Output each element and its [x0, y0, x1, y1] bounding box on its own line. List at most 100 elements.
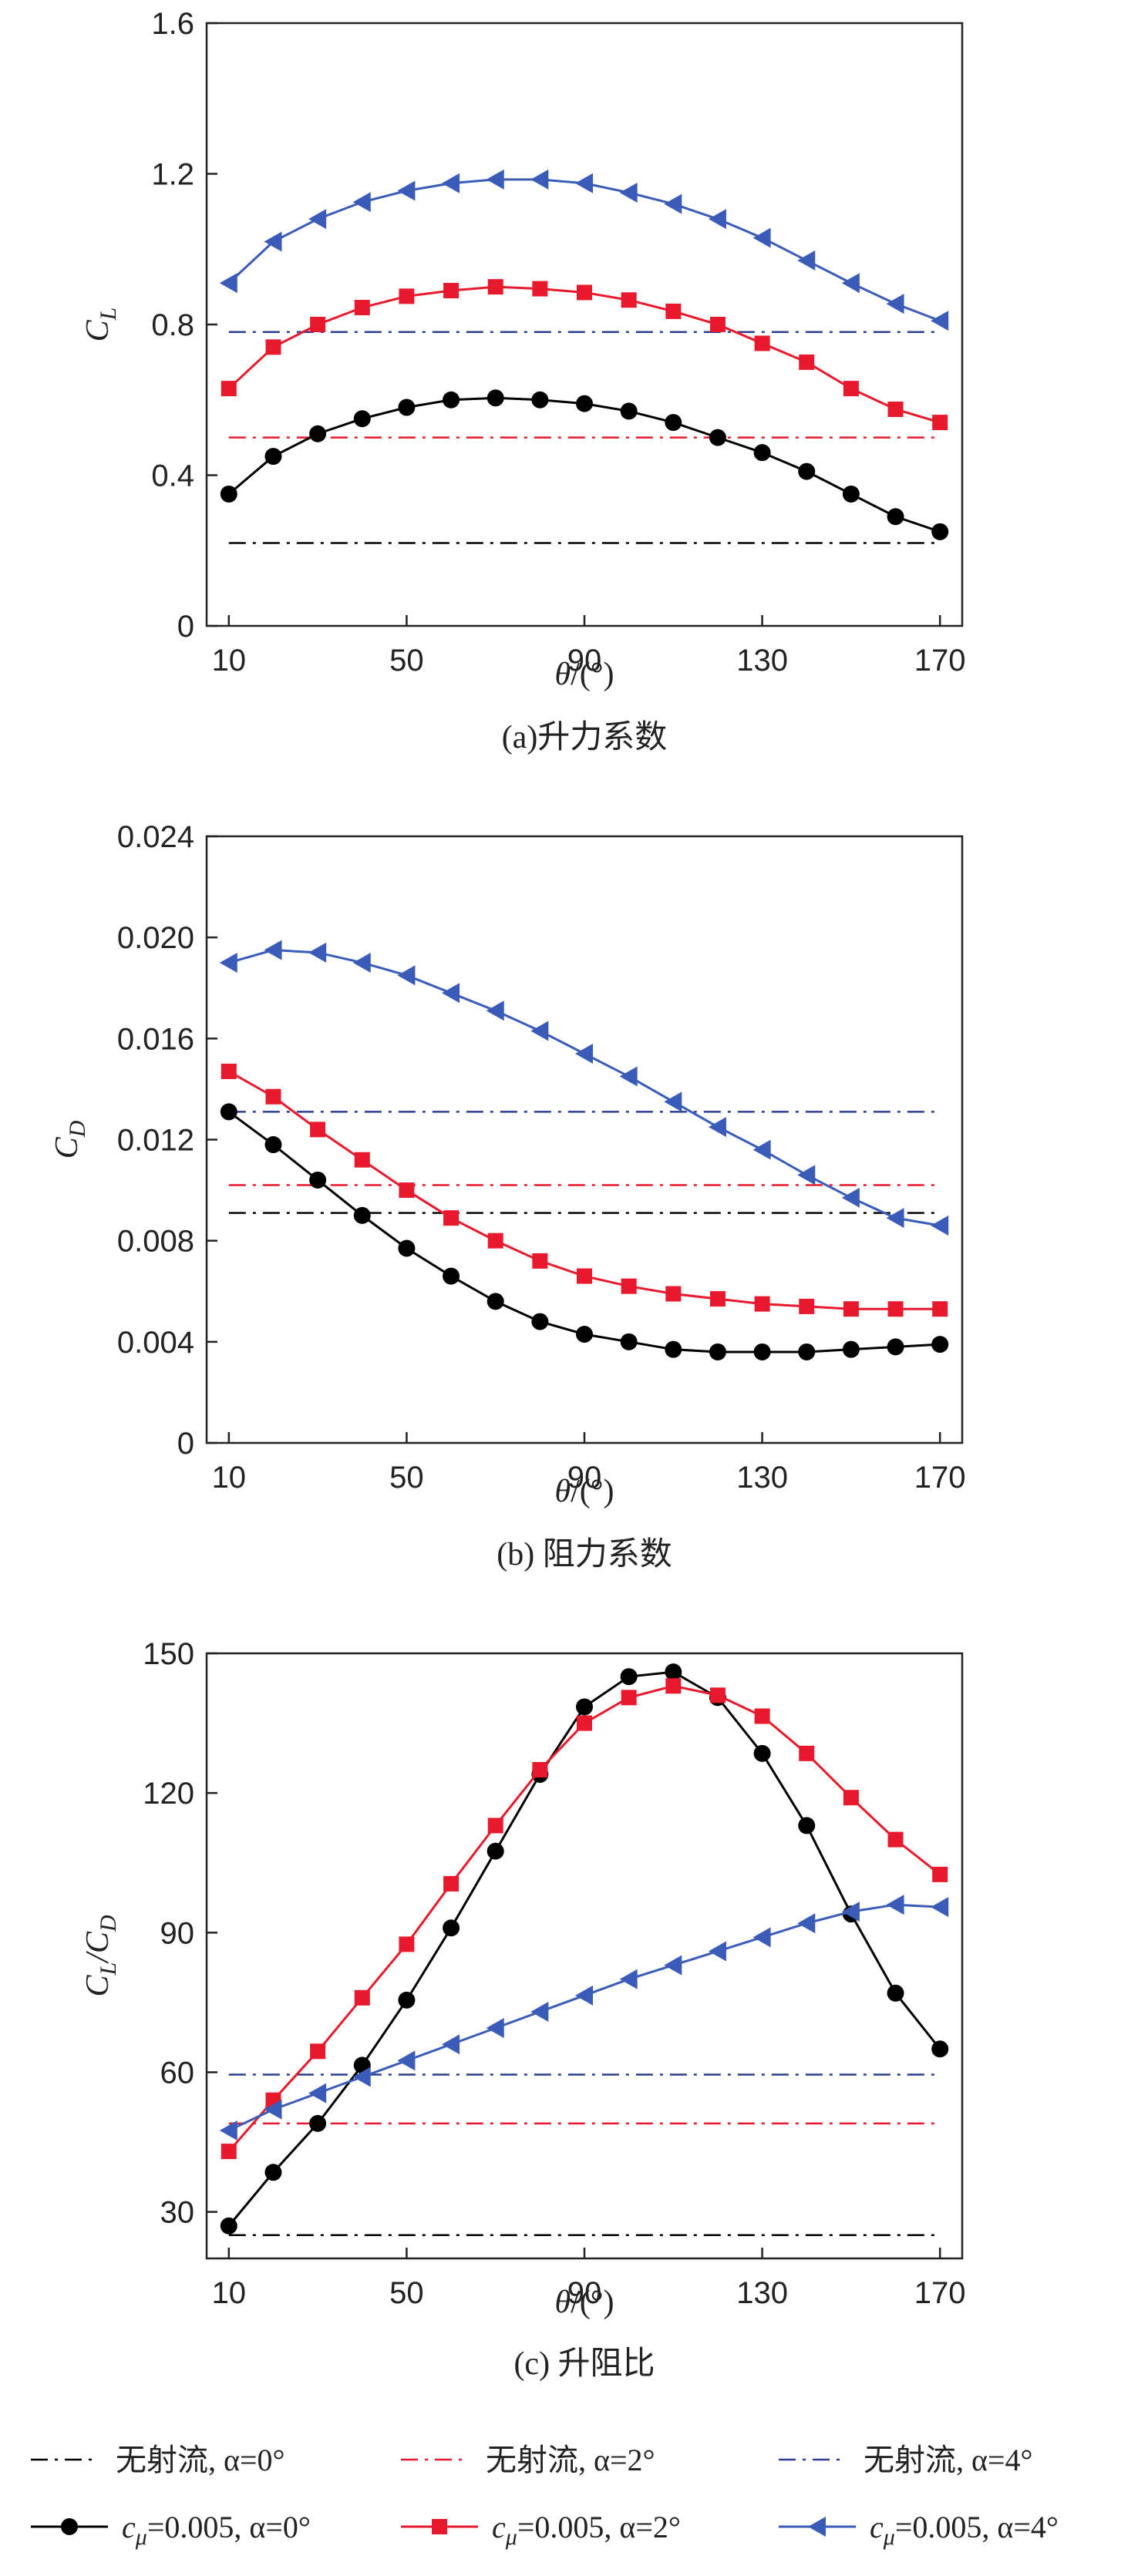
data-point: [308, 209, 327, 230]
series-0: [220, 1103, 949, 1360]
data-point: [842, 485, 860, 503]
data-point: [486, 169, 504, 190]
data-point: [798, 1817, 816, 1834]
panel-caption: (a)升力系数: [502, 720, 668, 755]
data-point: [310, 2043, 326, 2060]
data-point: [354, 1152, 370, 1168]
y-axis-label: CD: [49, 1120, 90, 1159]
x-tick-label: 10: [212, 2276, 247, 2310]
data-point: [487, 1233, 503, 1249]
data-point: [399, 1182, 415, 1199]
data-point: [708, 209, 726, 230]
series-1: [221, 1678, 948, 2160]
data-point: [754, 335, 770, 351]
x-tick-label: 170: [914, 644, 966, 678]
y-tick-label: 0.004: [117, 1326, 194, 1360]
data-point: [219, 2120, 237, 2141]
legend-label-baseline-2: 无射流, α=4°: [864, 2443, 1033, 2477]
panel-caption: (b) 阻力系数: [497, 1537, 672, 1572]
y-tick-label: 0.024: [117, 820, 194, 854]
data-point: [443, 283, 460, 299]
legend-symbol-sub: μ: [505, 2524, 517, 2550]
data-point: [931, 1336, 949, 1354]
data-point: [530, 2001, 549, 2022]
legend: 无射流, α=0° 无射流, α=2° 无射流, α=4°cμ=0.005, α=0…: [31, 2443, 1059, 2550]
data-point: [932, 1866, 948, 1882]
data-point: [487, 279, 503, 295]
x-tick-label: 10: [212, 1461, 247, 1495]
y-tick-label: 0.8: [151, 308, 194, 342]
data-point: [443, 391, 460, 409]
legend-text: =0.005, α=0°: [147, 2510, 311, 2544]
data-point: [308, 2083, 327, 2104]
y-tick-label: 0.4: [151, 459, 194, 493]
data-point: [442, 2034, 460, 2055]
data-point: [264, 231, 282, 252]
data-point: [709, 1291, 726, 1307]
legend-label-series-2: cμ=0.005, α=4°: [870, 2510, 1059, 2550]
data-point: [577, 1715, 592, 1731]
data-point: [576, 1325, 593, 1343]
data-point: [754, 1296, 770, 1312]
data-point: [621, 292, 637, 308]
data-point: [799, 1745, 815, 1761]
legend-marker-series-0: [61, 2518, 78, 2535]
series-2: [219, 1895, 949, 2141]
data-point: [709, 1687, 726, 1703]
data-point: [841, 1187, 860, 1208]
data-point: [576, 395, 593, 412]
series-0: [220, 1663, 949, 2235]
data-point: [353, 410, 371, 428]
x-tick-label: 90: [567, 644, 602, 678]
data-point: [442, 983, 460, 1004]
data-point: [709, 317, 726, 332]
series-line: [227, 1111, 941, 1354]
data-point: [841, 273, 860, 294]
data-point: [577, 1268, 592, 1284]
data-point: [931, 1215, 949, 1236]
x-tick-label: 90: [567, 1461, 602, 1495]
data-point: [708, 1117, 726, 1138]
data-point: [309, 2114, 327, 2132]
data-point: [797, 250, 816, 271]
y-axis-label-main2: /C: [80, 1931, 116, 1964]
data-point: [265, 1088, 281, 1105]
x-tick-label: 130: [736, 1461, 788, 1495]
x-tick-label: 130: [736, 644, 788, 678]
series-1: [221, 279, 948, 431]
data-point: [754, 1708, 770, 1724]
x-tick-label: 50: [389, 644, 424, 678]
x-axis-label: θ/(°): [554, 2285, 614, 2320]
data-point: [619, 1969, 638, 1989]
legend-label-series-0: cμ=0.005, α=0°: [122, 2510, 311, 2550]
data-point: [887, 1301, 904, 1317]
data-point: [620, 402, 638, 420]
data-point: [530, 169, 549, 190]
y-axis-label-main: C: [80, 1975, 116, 1997]
data-point: [842, 1340, 860, 1358]
series-1: [221, 1063, 948, 1317]
data-point: [621, 1278, 637, 1294]
data-point: [797, 1165, 816, 1185]
data-point: [664, 1091, 682, 1112]
data-point: [398, 1239, 416, 1257]
data-point: [264, 940, 282, 960]
data-point: [399, 1936, 415, 1952]
series-line: [227, 396, 941, 533]
y-axis-label-sub: L: [96, 308, 121, 321]
y-axis-label-sub: L: [96, 1962, 121, 1976]
legend-marker-series-1: [432, 2519, 447, 2534]
data-point: [620, 1333, 638, 1350]
data-point: [619, 182, 638, 203]
data-point: [753, 1343, 771, 1360]
x-tick-label: 50: [389, 2276, 424, 2310]
y-tick-label: 150: [143, 1637, 194, 1671]
y-axis-label: CL/CD: [80, 1915, 121, 1996]
legend-text: =0.005, α=2°: [517, 2510, 681, 2544]
legend-marker-series-2: [808, 2517, 826, 2537]
data-point: [532, 1253, 548, 1269]
data-point: [932, 1301, 948, 1317]
data-point: [443, 1875, 460, 1892]
